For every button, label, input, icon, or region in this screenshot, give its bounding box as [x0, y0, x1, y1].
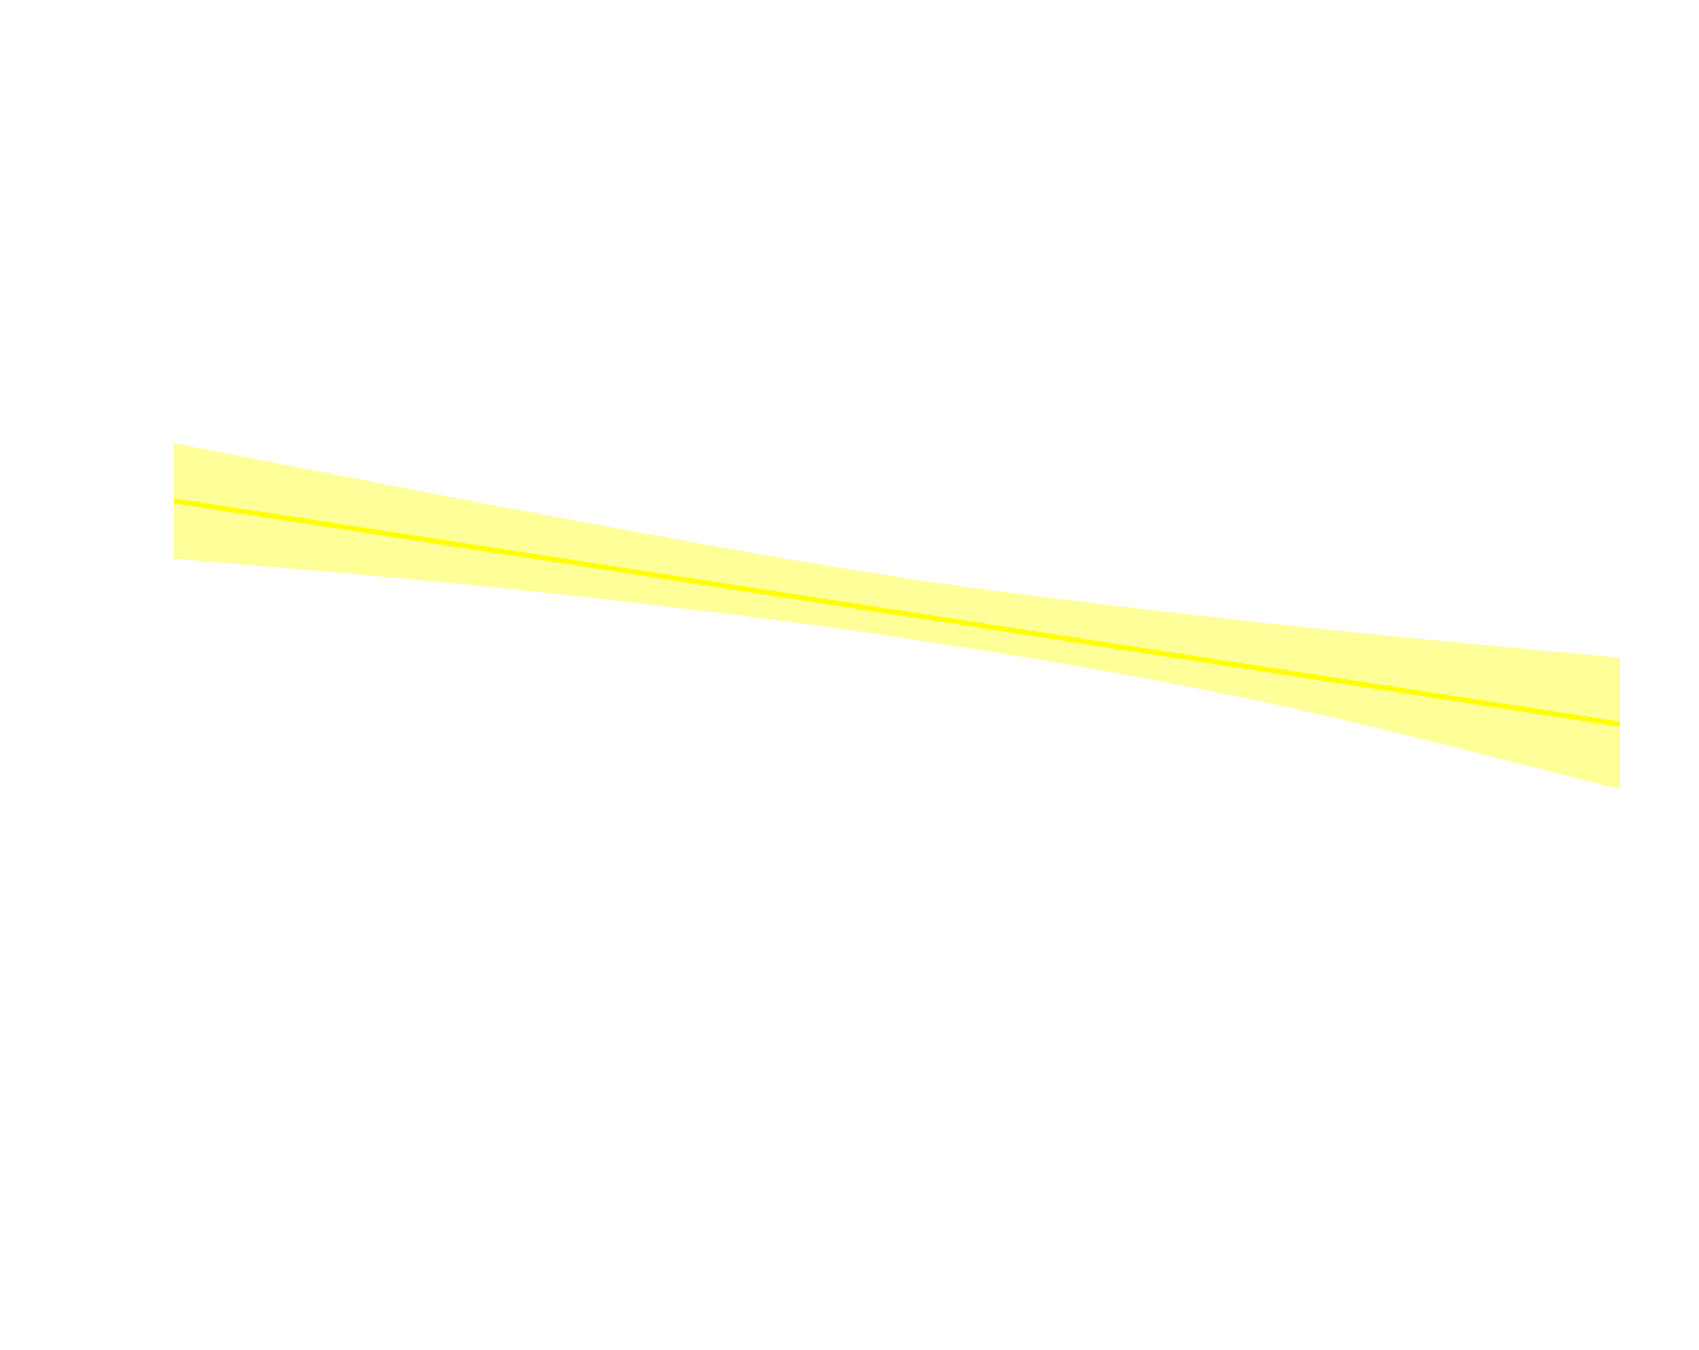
plot-area	[173, 443, 1621, 790]
trend-line	[173, 498, 1621, 727]
confidence-band	[174, 443, 1620, 790]
